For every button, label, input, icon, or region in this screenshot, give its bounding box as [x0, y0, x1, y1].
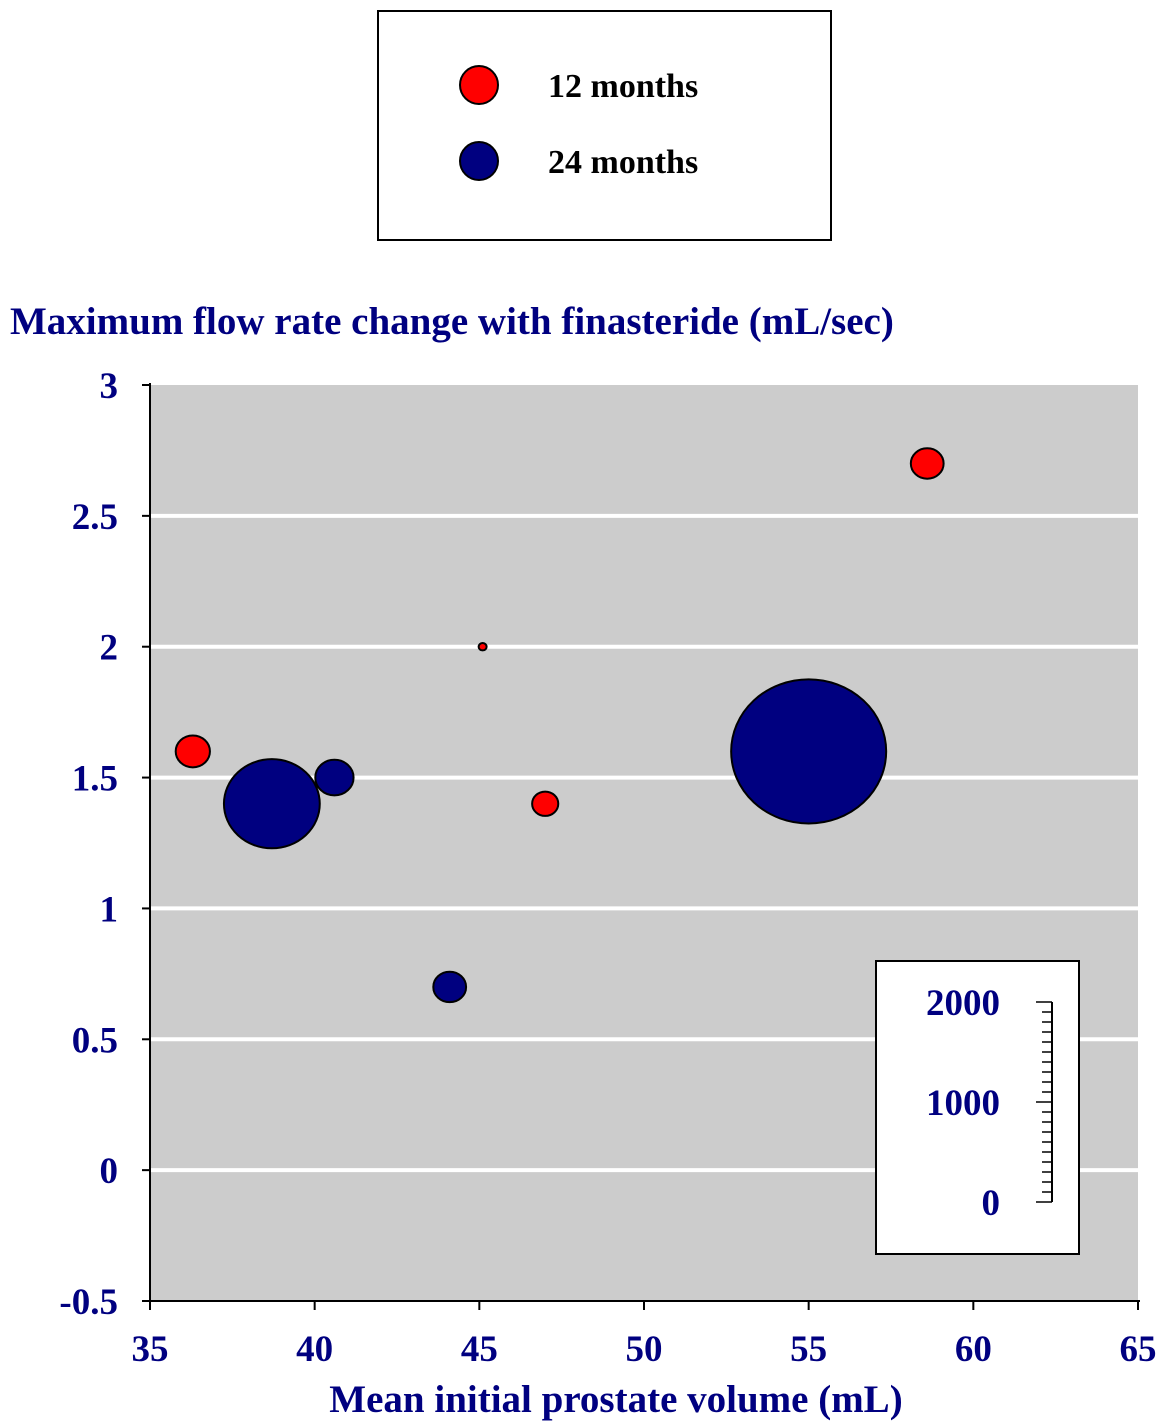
size-scale-frame	[875, 960, 1080, 1255]
x-axis-ticks: 35 40 45 50 55 60 65	[132, 1301, 1157, 1370]
chart-title: Maximum flow rate change with finasterid…	[10, 300, 894, 343]
y-tick-label: 1.5	[72, 759, 118, 800]
x-tick-label: 60	[955, 1329, 992, 1370]
y-tick-label: 2.5	[72, 497, 118, 538]
x-axis-label: Mean initial prostate volume (mL)	[329, 1378, 902, 1421]
size-scale-label: 1000	[926, 1083, 1000, 1124]
legend-label-24-months: 24 months	[548, 144, 698, 181]
size-scale-label: 0	[982, 1183, 1001, 1224]
data-bubbles	[174, 447, 945, 1004]
legend-label-12-months: 12 months	[548, 68, 698, 105]
bubble-24-months	[222, 758, 321, 850]
bubble-24-months	[432, 970, 468, 1004]
bubble-12-months	[531, 790, 560, 817]
bubble-24-months	[314, 758, 355, 797]
bubble-12-months	[477, 641, 488, 652]
legend-marker-12-months	[459, 65, 499, 105]
size-scale-ticks: 0 1000 2000	[926, 983, 1052, 1224]
legend-box	[377, 10, 832, 241]
y-tick-label: 1	[100, 889, 119, 930]
size-scale-label: 2000	[926, 983, 1000, 1024]
bubble-12-months	[174, 734, 211, 769]
y-tick-label: 0.5	[72, 1020, 118, 1061]
x-tick-label: 35	[132, 1329, 169, 1370]
x-tick-label: 55	[790, 1329, 827, 1370]
legend: 12 months 24 months	[377, 10, 832, 241]
y-tick-label: 3	[100, 366, 119, 407]
bubble-12-months	[909, 447, 945, 480]
bubble-24-months	[730, 678, 888, 825]
y-tick-label: 0	[100, 1151, 119, 1192]
y-tick-label: 2	[100, 628, 119, 669]
x-tick-label: 65	[1120, 1329, 1157, 1370]
y-axis-ticks: -0.5 0 0.5 1 1.5 2 2.5 3	[59, 366, 150, 1323]
size-scale-box: 0 1000 2000	[875, 960, 1080, 1255]
x-tick-label: 45	[461, 1329, 498, 1370]
y-tick-label: -0.5	[59, 1282, 118, 1323]
legend-marker-24-months	[459, 141, 499, 181]
x-tick-label: 40	[296, 1329, 333, 1370]
x-tick-label: 50	[626, 1329, 663, 1370]
